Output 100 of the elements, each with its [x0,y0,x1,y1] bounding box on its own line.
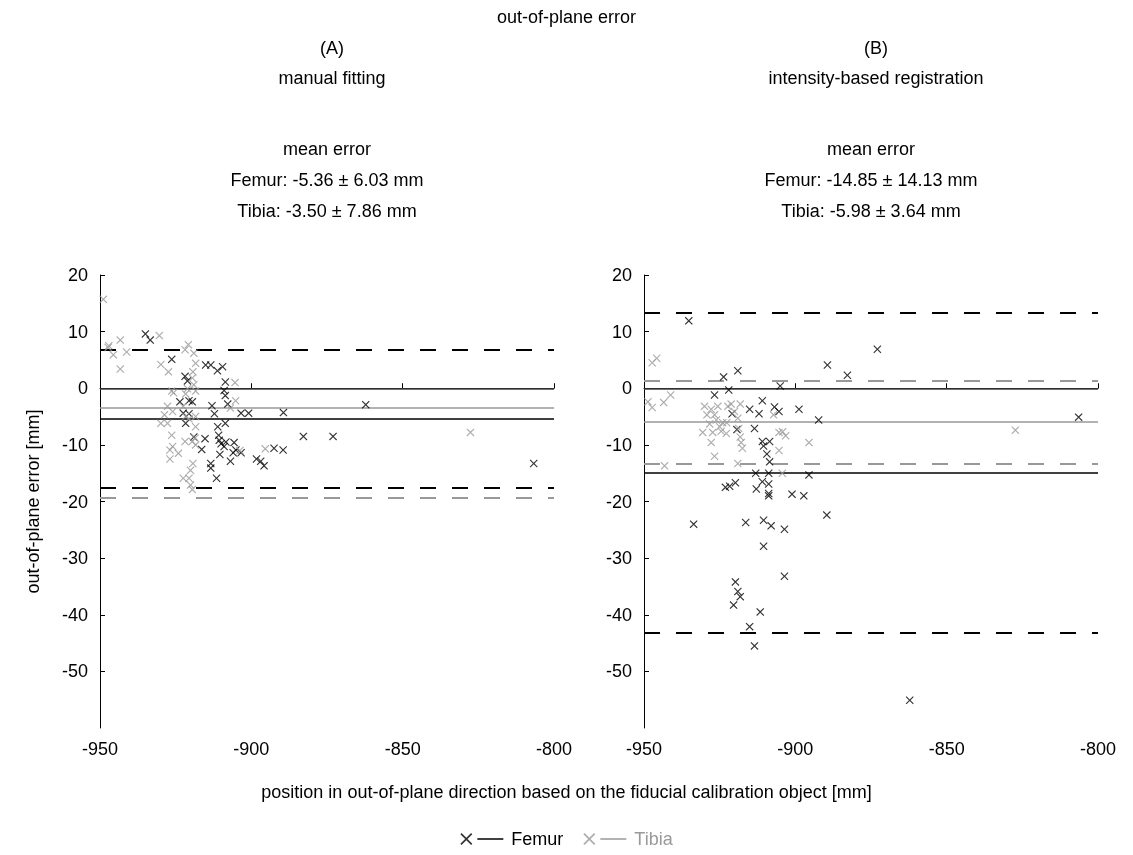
point [184,474,193,483]
point [122,348,131,357]
point [758,477,767,486]
point [823,361,832,370]
point [741,518,750,527]
point [221,391,230,400]
point [765,457,774,466]
point [719,372,728,381]
point [774,407,783,416]
y-tick-label: 20 [67,265,88,285]
point [717,427,726,436]
chart-subtitle: manual fitting [278,68,386,88]
point [184,340,193,349]
point [778,427,787,436]
point [361,400,370,409]
y-tick-label: -10 [605,434,632,455]
text: Tibia: -3.50 ± 7.86 mm [237,201,417,221]
point [206,459,215,468]
point [146,336,155,345]
point [794,405,803,414]
point [156,419,165,428]
point [722,418,731,427]
point [226,457,235,466]
x-tick-label: -800 [1079,739,1117,759]
point [181,372,190,381]
y-tick-label: 10 [67,321,88,342]
point [218,362,227,371]
point [156,360,165,369]
point [99,295,108,304]
point [188,485,197,494]
x-tick-label: -950 [81,739,119,759]
point [181,345,190,354]
point [329,432,338,441]
point [648,403,657,412]
point [230,378,239,387]
point [652,354,661,363]
point [710,391,719,400]
point [780,525,789,534]
x-tick-label: -900 [233,739,270,759]
point [736,400,745,409]
point [221,419,230,428]
point [212,474,221,483]
point [181,437,190,446]
point [1011,426,1020,435]
point [689,520,698,529]
point [659,398,668,407]
point [822,511,831,520]
point [210,409,219,418]
point [750,641,759,650]
point [758,396,767,405]
chart-title: (A) [320,38,344,58]
point [191,412,200,421]
point [705,419,714,428]
point [660,461,669,470]
point [164,367,173,376]
point [804,438,813,447]
x-tick-label: -950 [625,739,663,759]
x-tick-label: -800 [535,739,573,759]
y-tick-label: -40 [61,604,88,625]
text: out-of-plane error [496,7,637,27]
point [733,414,742,423]
point [767,521,776,530]
y-tick-label: 0 [621,378,632,399]
point [756,607,765,616]
point [737,438,746,447]
text: Femur: -14.85 ± 14.13 mm [764,170,978,190]
y-tick-label: -30 [605,548,632,569]
point [181,389,190,398]
point [191,422,200,431]
point [752,485,761,494]
point [186,481,195,490]
point [780,572,789,581]
point [736,592,745,601]
point [270,444,279,453]
point [731,577,740,586]
point [799,491,808,500]
y-tick-label: -30 [61,548,88,569]
point [708,428,717,437]
point [712,415,721,424]
point [226,404,235,413]
point [215,450,224,459]
chart-title: (B) [864,38,888,58]
point [191,359,200,368]
point [189,349,198,358]
point [1074,413,1083,422]
point [729,601,738,610]
y-tick-label: -10 [61,434,88,455]
y-tick-label: 10 [611,321,632,342]
point [529,459,538,468]
point [116,365,125,373]
point [776,381,785,390]
point [710,452,719,461]
point [684,316,693,325]
point [733,366,742,375]
point [220,386,229,395]
point [116,336,125,345]
point [731,478,740,487]
point [759,516,768,525]
point [725,482,734,491]
point [155,331,164,340]
